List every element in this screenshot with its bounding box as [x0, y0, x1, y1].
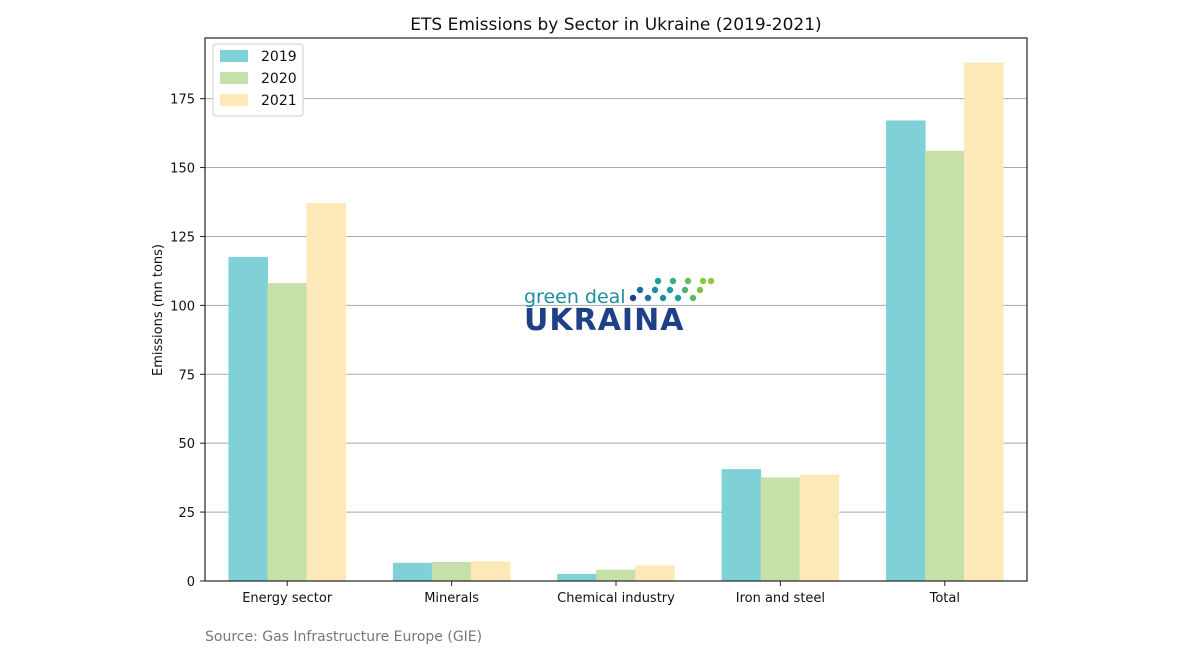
x-axis: Energy sector Minerals Chemical industry Ir… [242, 581, 960, 606]
legend-label: 2019 [261, 49, 297, 65]
x-tick-label: Minerals [424, 591, 479, 606]
bar-2020-2 [596, 569, 636, 582]
bar-2020-0 [267, 283, 307, 582]
legend: 2019 2020 2021 [212, 43, 304, 117]
legend-swatch [220, 50, 248, 62]
bar-2019-1 [392, 562, 433, 582]
y-tick-label: 25 [178, 506, 195, 521]
x-tick-label: Chemical industry [557, 591, 675, 606]
logo-dot [654, 277, 662, 285]
legend-swatch [220, 94, 248, 106]
bar-2020-4 [925, 150, 965, 582]
x-tick-label: Total [929, 591, 960, 606]
logo-dot [684, 277, 692, 285]
legend-label: 2021 [261, 93, 297, 109]
y-axis-label: Emissions (mn tons) [151, 244, 166, 376]
bar-2019-0 [228, 256, 268, 582]
x-tick-label: Energy sector [242, 591, 333, 606]
y-tick-label: 100 [170, 299, 195, 314]
logo-dots-icon [629, 277, 715, 302]
logo-dot [696, 286, 704, 294]
bar-2021-1 [470, 561, 511, 582]
logo-dot [681, 286, 689, 294]
logo-dot [636, 286, 644, 294]
y-tick-label: 75 [178, 368, 195, 383]
logo-dot [689, 294, 697, 302]
x-tick-label: Iron and steel [736, 591, 825, 606]
bar-2020-1 [431, 562, 472, 582]
logo-dot [699, 277, 707, 285]
bar-2019-2 [557, 573, 597, 582]
bar-2021-4 [964, 62, 1004, 582]
green-deal-ukraina-logo: green deal UKRAINA [524, 277, 715, 338]
logo-dot [659, 294, 667, 302]
logo-dot [707, 277, 715, 285]
y-tick-label: 175 [170, 93, 195, 108]
y-tick-label: 125 [170, 230, 195, 245]
logo-line2: UKRAINA [524, 303, 684, 338]
chart-title: ETS Emissions by Sector in Ukraine (2019… [410, 15, 821, 35]
bar-2020-3 [760, 477, 801, 582]
logo-dot [666, 286, 674, 294]
bar-2021-3 [799, 474, 840, 582]
logo-dot [669, 277, 677, 285]
logo-dot [674, 294, 682, 302]
logo-dot [644, 294, 652, 302]
logo-dot [629, 294, 637, 302]
legend-label: 2020 [261, 71, 297, 87]
bar-2021-0 [306, 203, 346, 582]
logo-line1: green deal [524, 286, 626, 308]
bars [228, 62, 1004, 582]
y-tick-label: 0 [187, 575, 195, 590]
legend-swatch [220, 72, 248, 84]
logo-dot [651, 286, 659, 294]
bar-2019-3 [721, 469, 762, 582]
y-tick-label: 150 [170, 162, 195, 177]
bar-2021-2 [635, 565, 675, 582]
bar-2019-4 [886, 120, 926, 582]
source-note: Source: Gas Infrastructure Europe (GIE) [205, 629, 483, 645]
y-tick-label: 50 [178, 437, 195, 452]
y-axis: 0 25 50 75 100 125 150 175 [170, 93, 205, 590]
